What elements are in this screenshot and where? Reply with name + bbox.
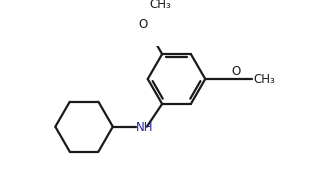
- Text: CH₃: CH₃: [149, 0, 171, 11]
- Text: NH: NH: [136, 121, 154, 134]
- Text: CH₃: CH₃: [253, 73, 275, 86]
- Text: O: O: [138, 18, 147, 31]
- Text: O: O: [231, 65, 241, 78]
